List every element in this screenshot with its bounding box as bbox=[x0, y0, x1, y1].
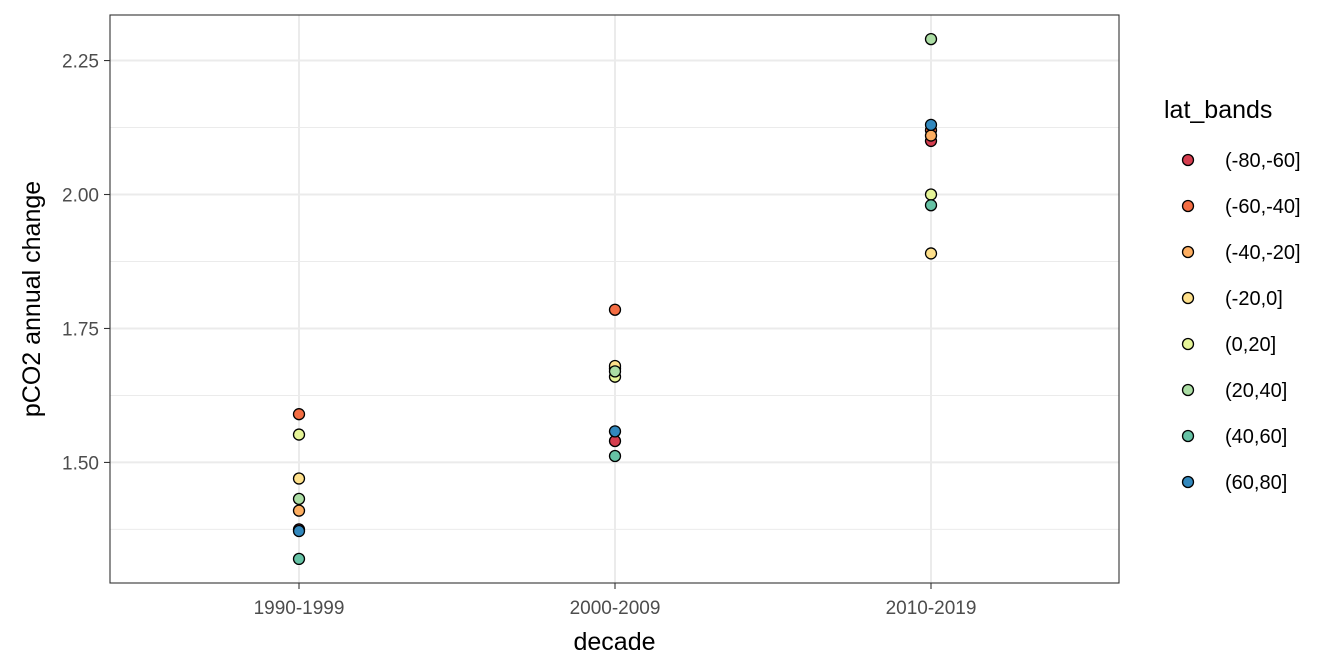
legend-key bbox=[1181, 291, 1195, 305]
legend-key bbox=[1181, 245, 1195, 259]
data-point bbox=[924, 118, 938, 131]
legend-label: (60,80] bbox=[1225, 472, 1287, 494]
legend-label: (20,40] bbox=[1225, 380, 1287, 402]
data-point bbox=[924, 199, 938, 212]
data-point bbox=[608, 303, 622, 316]
data-point bbox=[924, 129, 938, 142]
legend-title: lat_bands bbox=[1164, 96, 1272, 124]
data-point bbox=[924, 247, 938, 260]
legend-label: (0,20] bbox=[1225, 334, 1276, 356]
x-tick-label: 1990-1999 bbox=[254, 598, 345, 619]
data-point bbox=[292, 428, 306, 441]
data-point bbox=[924, 32, 938, 46]
legend: lat_bands (-80,-60] (-60,-40] (-40,-20] (-2… bbox=[1164, 96, 1301, 494]
legend-label: (-80,-60] bbox=[1225, 150, 1301, 172]
x-axis-title: decade bbox=[573, 628, 655, 656]
legend-label: (-60,-40] bbox=[1225, 196, 1301, 218]
data-point bbox=[292, 552, 306, 566]
data-point bbox=[292, 504, 306, 517]
data-point bbox=[292, 408, 306, 421]
data-point bbox=[608, 449, 622, 463]
legend-key bbox=[1181, 199, 1195, 213]
data-point bbox=[608, 365, 622, 378]
y-axis-title: pCO2 annual change bbox=[18, 181, 46, 417]
data-point bbox=[924, 188, 938, 201]
legend-key bbox=[1181, 383, 1195, 397]
y-tick-label: 1.75 bbox=[62, 319, 99, 340]
y-tick-label: 2.25 bbox=[62, 52, 99, 73]
data-point bbox=[292, 492, 306, 506]
y-tick-label: 2.00 bbox=[62, 186, 99, 207]
data-point bbox=[292, 472, 306, 485]
data-points bbox=[292, 32, 938, 566]
legend-key bbox=[1181, 153, 1195, 167]
x-tick-label: 2000-2009 bbox=[570, 598, 661, 619]
x-tick-label: 2010-2019 bbox=[886, 598, 977, 619]
legend-key bbox=[1181, 337, 1195, 351]
legend-label: (40,60] bbox=[1225, 426, 1287, 448]
data-point bbox=[292, 524, 306, 538]
legend-key bbox=[1181, 429, 1195, 443]
data-point bbox=[608, 425, 622, 438]
legend-label: (-20,0] bbox=[1225, 288, 1283, 310]
legend-key bbox=[1181, 475, 1195, 489]
axes: 1.50 1.75 2.00 2.25 1990-1999 2000-2009 2010-2… bbox=[62, 52, 976, 619]
grid-lines bbox=[110, 15, 1119, 583]
legend-label: (-40,-20] bbox=[1225, 242, 1301, 264]
y-tick-label: 1.50 bbox=[62, 453, 99, 474]
